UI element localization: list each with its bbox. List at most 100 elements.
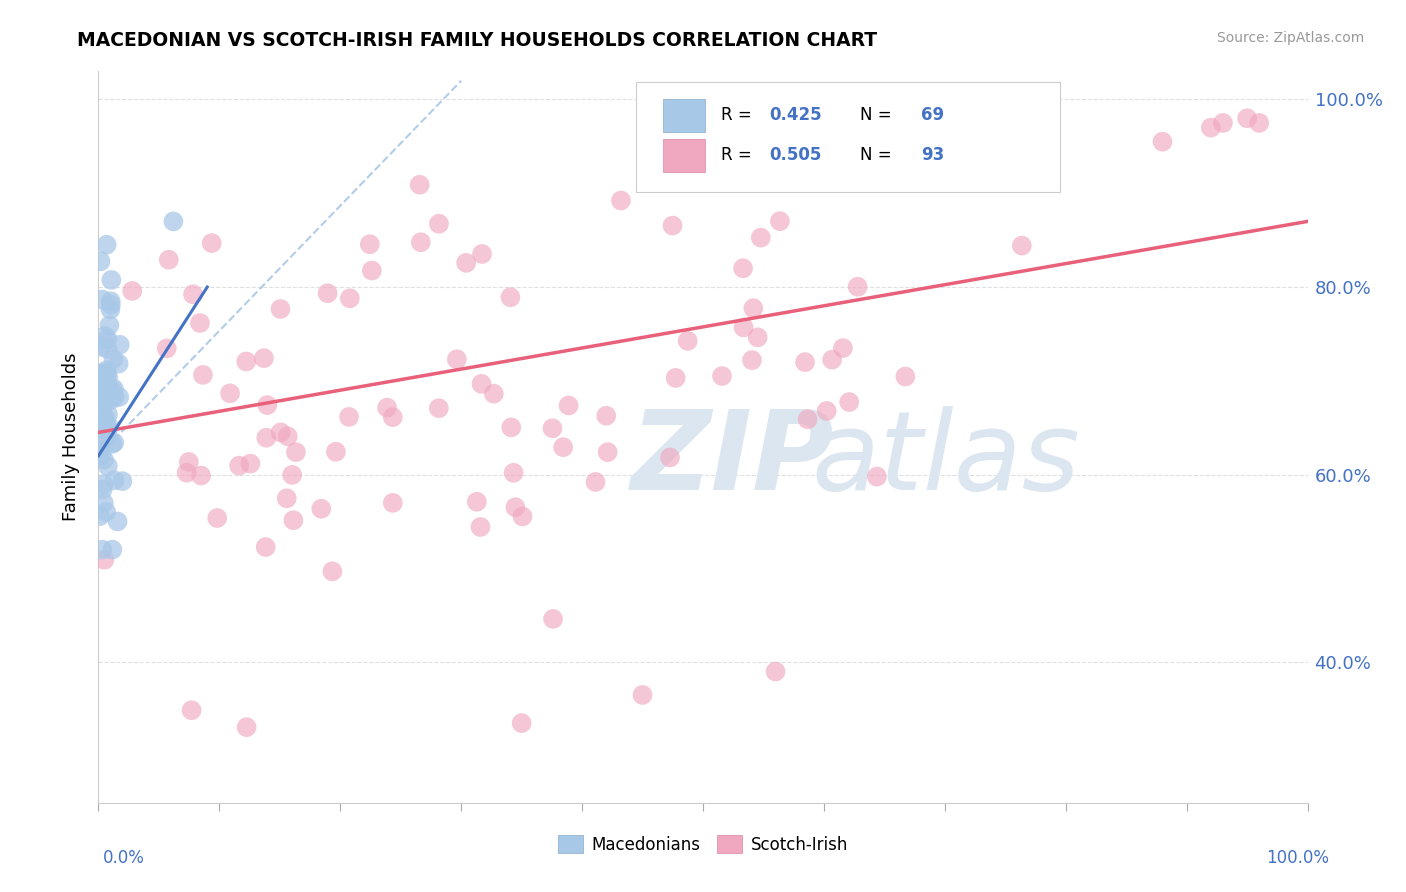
Point	[181, 287, 204, 301]
Point	[631, 688, 654, 702]
Point	[98, 318, 121, 333]
Point	[610, 194, 633, 208]
Point	[97, 422, 120, 436]
Point	[1212, 116, 1234, 130]
Bar	[664, 99, 706, 132]
Point	[585, 475, 607, 489]
Point	[733, 320, 755, 334]
Point	[94, 329, 117, 343]
Point	[276, 491, 298, 506]
Point	[239, 457, 262, 471]
Point	[91, 483, 114, 497]
Point	[1236, 112, 1258, 126]
Point	[557, 399, 579, 413]
Point	[269, 301, 291, 316]
Text: N =: N =	[860, 146, 897, 164]
Point	[188, 316, 211, 330]
Point	[482, 386, 505, 401]
Point	[93, 477, 115, 491]
Point	[157, 252, 180, 267]
Point	[360, 263, 382, 277]
Point	[96, 366, 118, 380]
Point	[89, 400, 111, 414]
Point	[270, 425, 292, 440]
Text: 0.425: 0.425	[769, 106, 823, 124]
Point	[90, 387, 112, 401]
Point	[180, 703, 202, 717]
Point	[661, 219, 683, 233]
Point	[100, 273, 122, 287]
Point	[821, 352, 844, 367]
Point	[499, 290, 522, 304]
Point	[731, 261, 754, 276]
Point	[1199, 120, 1222, 135]
Point	[93, 390, 115, 404]
Point	[87, 402, 110, 417]
Point	[177, 455, 200, 469]
Point	[96, 237, 118, 252]
Point	[381, 496, 404, 510]
Point	[254, 540, 277, 554]
Text: 0.505: 0.505	[769, 146, 823, 164]
Point	[894, 369, 917, 384]
Point	[284, 445, 307, 459]
Point	[505, 500, 527, 515]
Point	[94, 420, 117, 434]
Point	[409, 235, 432, 250]
Point	[502, 466, 524, 480]
Point	[91, 542, 114, 557]
Point	[93, 496, 115, 510]
Point	[176, 466, 198, 480]
Point	[1031, 158, 1053, 172]
Point	[747, 330, 769, 344]
Point	[846, 279, 869, 293]
Point	[470, 520, 492, 534]
Point	[228, 458, 250, 473]
Point	[100, 302, 122, 317]
Point	[465, 495, 488, 509]
Point	[254, 431, 277, 445]
Point	[94, 505, 117, 519]
Point	[98, 419, 121, 434]
Point	[91, 384, 114, 398]
Point	[93, 553, 115, 567]
Point	[111, 474, 134, 488]
Bar	[664, 139, 706, 172]
Point	[325, 444, 347, 458]
Point	[256, 398, 278, 412]
Point	[96, 431, 118, 445]
Point	[253, 351, 276, 366]
Text: 0.0%: 0.0%	[103, 849, 145, 867]
Point	[553, 440, 575, 454]
Point	[277, 429, 299, 443]
Point	[87, 372, 110, 386]
Point	[103, 435, 125, 450]
Point	[235, 354, 257, 368]
Point	[107, 357, 129, 371]
Point	[321, 565, 343, 579]
Point	[742, 301, 765, 316]
Point	[190, 468, 212, 483]
Text: MACEDONIAN VS SCOTCH-IRISH FAMILY HOUSEHOLDS CORRELATION CHART: MACEDONIAN VS SCOTCH-IRISH FAMILY HOUSEH…	[77, 31, 877, 50]
Point	[89, 509, 111, 524]
Point	[765, 665, 787, 679]
Point	[100, 298, 122, 312]
Point	[456, 256, 478, 270]
Point	[749, 230, 772, 244]
Point	[103, 473, 125, 487]
Point	[96, 372, 118, 386]
Point	[97, 342, 120, 356]
Point	[659, 450, 682, 465]
Point	[89, 369, 111, 384]
Point	[101, 437, 124, 451]
Point	[91, 293, 114, 307]
Point	[866, 469, 889, 483]
Point	[91, 366, 114, 380]
Point	[235, 720, 257, 734]
Point	[103, 382, 125, 396]
Point	[359, 237, 381, 252]
Point	[339, 291, 361, 305]
Point	[311, 501, 333, 516]
Point	[427, 217, 450, 231]
Point	[98, 382, 121, 396]
